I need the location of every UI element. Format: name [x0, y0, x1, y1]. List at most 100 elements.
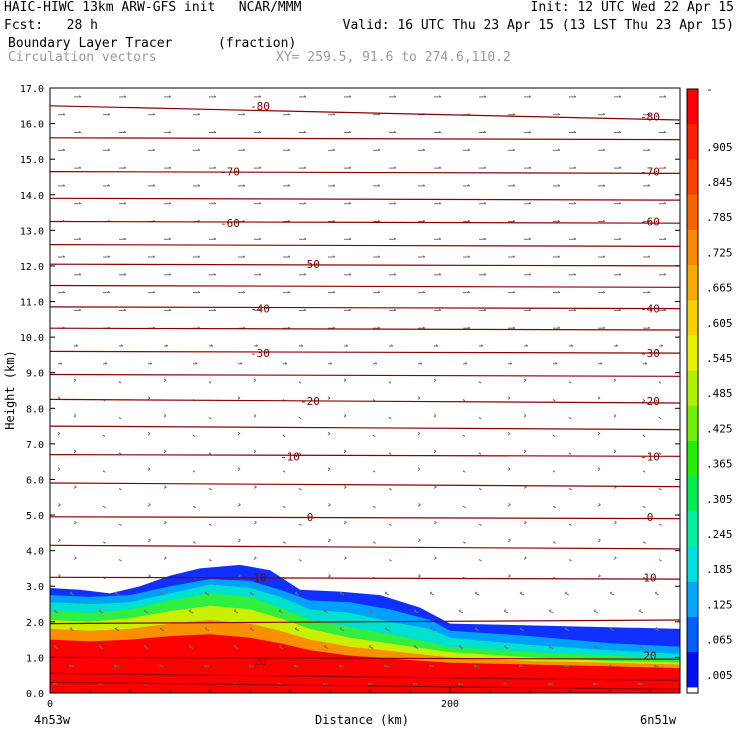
vector-arrowhead	[343, 378, 347, 381]
header-line2-right: Valid: 16 UTC Thu 23 Apr 15 (13 LST Thu …	[342, 18, 734, 33]
vector-arrowhead	[294, 627, 298, 630]
vector-arrowhead	[102, 470, 106, 473]
colorbar-label: .425	[706, 422, 733, 435]
vector-arrow	[188, 610, 194, 614]
vector-arrowhead	[642, 399, 646, 402]
vector-arrowhead	[389, 488, 392, 491]
vector-arrowhead	[284, 362, 288, 365]
field-name: Boundary Layer Tracer	[8, 36, 173, 51]
header-line2-left: Fcst: 28 h	[4, 18, 98, 33]
contour-label: -80	[640, 110, 660, 123]
vector-arrowhead	[282, 470, 286, 473]
vector-arrowhead	[528, 130, 532, 133]
vector-arrowhead	[557, 184, 561, 187]
colorbar-swatch	[687, 300, 698, 336]
vector-arrowhead	[343, 449, 347, 452]
vector-arrowhead	[478, 452, 482, 455]
vector-arrowhead	[618, 130, 622, 133]
contour-label: -60	[640, 215, 660, 228]
vector-arrowhead	[348, 308, 352, 311]
vector-arrowhead	[300, 344, 304, 347]
vector-arrowhead	[573, 237, 577, 240]
contour-line	[50, 454, 680, 457]
vector-arrowhead	[602, 184, 606, 187]
vector-arrowhead	[422, 184, 426, 187]
vector-arrowhead	[608, 664, 612, 667]
temperature-contours: -80 -80 -70 -70 -60 -60 -50 -40 -40 -30 -30 -20 -20 -…	[50, 100, 680, 690]
vector-arrowhead	[614, 520, 617, 523]
vector-arrowhead	[372, 470, 376, 473]
vector-arrowhead	[618, 202, 622, 205]
vector-arrowhead	[593, 644, 597, 647]
vector-arrowhead	[287, 113, 291, 116]
xy-label: XY= 259.5, 91.6 to 274.6,110.2	[276, 50, 511, 65]
vector-arrowhead	[393, 273, 397, 276]
vector-arrowhead	[647, 255, 651, 258]
vector-arrowhead	[332, 290, 336, 294]
x-axis: 0 200	[47, 687, 651, 710]
vector-arrowhead	[654, 627, 658, 630]
vector-arrowhead	[508, 538, 511, 541]
vector-arrowhead	[213, 237, 217, 240]
vector-arrowhead	[568, 452, 572, 455]
vector-arrowhead	[463, 506, 466, 509]
vector-arrowhead	[277, 682, 281, 685]
vector-arrowhead	[282, 434, 286, 437]
vector-arrowhead	[152, 184, 156, 187]
colorbar-swatch	[687, 124, 698, 160]
vector-arrowhead	[123, 308, 127, 311]
vector-arrowhead	[435, 344, 439, 347]
vector-arrowhead	[62, 113, 66, 116]
contour-label: 10	[643, 571, 656, 584]
vector-arrowhead	[508, 503, 511, 506]
x-right-location: 6n51w	[640, 713, 677, 727]
vector-arrowhead	[107, 113, 111, 116]
vector-arrowhead	[412, 682, 416, 685]
vector-arrowhead	[614, 556, 617, 559]
vector-arrowhead	[208, 417, 212, 420]
vector-arrowhead	[204, 591, 208, 594]
vector-arrowhead	[573, 273, 577, 276]
vector-arrowhead	[238, 503, 241, 506]
vector-arrowhead	[422, 148, 426, 151]
y-tick-label: 8.0	[26, 404, 44, 415]
vector-arrowhead	[287, 148, 291, 151]
vector-arrowhead	[512, 113, 516, 116]
vector-arrowhead	[152, 148, 156, 151]
vector-arrowhead	[323, 644, 327, 647]
vector-arrowhead	[417, 396, 421, 399]
vector-arrowhead	[58, 538, 61, 541]
y-tick-label: 12.0	[20, 262, 44, 273]
vector-arrowhead	[78, 130, 82, 133]
vector-arrowhead	[98, 609, 102, 612]
vector-arrow	[204, 592, 210, 596]
colorbar-swatch-bottom	[687, 687, 698, 693]
vector-arrowhead	[327, 431, 331, 434]
vector-arrowhead	[388, 452, 392, 455]
vector-arrowhead	[197, 148, 201, 151]
vector-arrowhead	[598, 503, 601, 506]
vector-arrowhead	[422, 255, 426, 258]
vector-arrowhead	[557, 326, 561, 329]
vector-arrowhead	[118, 452, 122, 455]
y-tick-label: 4.0	[26, 547, 44, 558]
vector-arrowhead	[372, 434, 376, 437]
vector-arrow	[249, 628, 255, 632]
vector-arrowhead	[512, 290, 516, 294]
vector-arrow	[53, 646, 59, 649]
vector-arrow	[98, 646, 104, 649]
vector-arrowhead	[59, 362, 63, 365]
vector-arrowhead	[78, 308, 82, 311]
vector-arrow	[458, 610, 464, 614]
vector-arrow	[654, 592, 660, 596]
vector-arrowhead	[528, 237, 532, 240]
vector-arrowhead	[242, 219, 246, 222]
vector-arrow	[429, 592, 435, 596]
vector-arrowhead	[242, 290, 246, 294]
colorbar-label: .905	[706, 141, 733, 154]
vector-arrowhead	[377, 290, 381, 294]
vector-arrow	[159, 628, 165, 632]
vector-arrowhead	[338, 664, 342, 667]
vector-arrowhead	[502, 682, 506, 685]
vector-arrowhead	[597, 431, 601, 434]
